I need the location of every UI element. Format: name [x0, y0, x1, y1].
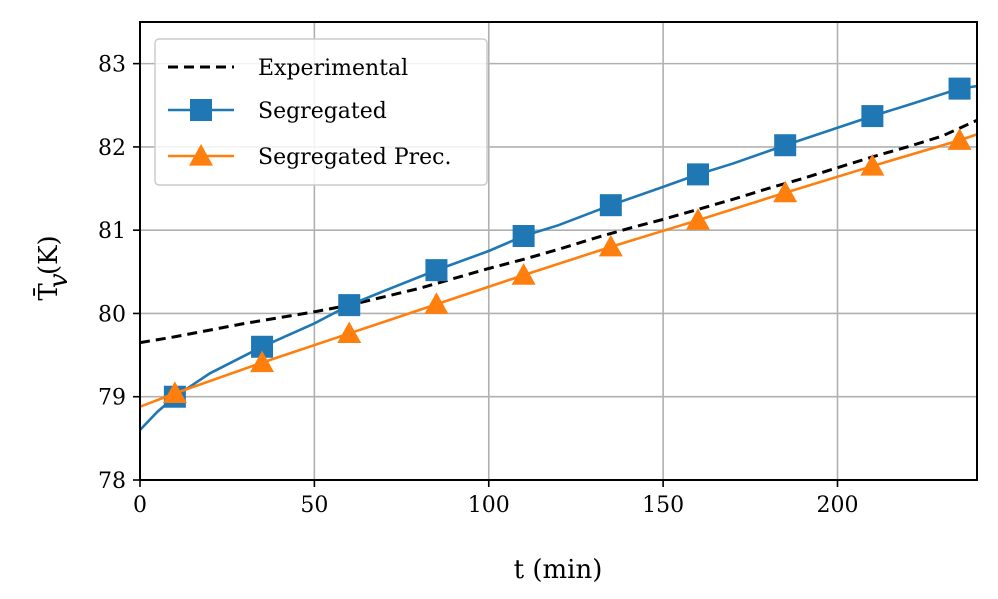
- data-point: [251, 335, 274, 358]
- legend-entry: Segregated Prec.: [258, 145, 452, 170]
- legend-marker: [190, 99, 212, 121]
- data-point: [860, 154, 885, 176]
- data-point: [861, 105, 884, 128]
- x-tick-label: 50: [300, 493, 328, 518]
- y-axis-label: T̄ (K): [32, 235, 64, 300]
- series-line: [140, 133, 977, 408]
- x-tick-label: 150: [642, 493, 684, 518]
- data-point: [599, 194, 622, 217]
- legend-marker: [189, 144, 213, 166]
- axes-frame: [139, 21, 978, 481]
- legend-entry: Segregated: [258, 99, 387, 124]
- y-tick-label: 80: [98, 302, 126, 327]
- y-axis-label-group: T̄ (K) v: [32, 235, 74, 300]
- data-point: [512, 225, 535, 248]
- series-1: [140, 77, 977, 431]
- data-point: [338, 294, 361, 317]
- x-tick-label: 0: [133, 493, 147, 518]
- data-point: [250, 350, 275, 373]
- tick-marks: [133, 62, 839, 487]
- data-point: [424, 292, 449, 314]
- y-tick-label: 83: [98, 53, 126, 78]
- legend-box: [154, 38, 488, 186]
- y-tick-label: 79: [98, 386, 126, 411]
- y-axis-label-main: T̄ (K): [32, 235, 64, 300]
- x-axis-label: t (min): [514, 555, 603, 585]
- x-tick-label: 100: [468, 493, 510, 518]
- data-point: [686, 208, 710, 230]
- x-tick-label: 200: [817, 493, 859, 518]
- data-point: [425, 259, 448, 282]
- legend-entry: Experimental: [258, 56, 408, 81]
- data-point: [687, 163, 709, 186]
- tick-labels: 0 50 100 150 200 78 79 80 81 82 83: [98, 53, 859, 518]
- data-point: [511, 263, 536, 285]
- series-2: [140, 128, 977, 408]
- data-point: [948, 77, 971, 100]
- data-point: [162, 381, 187, 403]
- data-point: [337, 321, 362, 344]
- data-point: [598, 234, 623, 257]
- plot-area: [140, 77, 977, 431]
- legend: Experimental Segregated Segregated Prec.: [154, 38, 488, 186]
- y-tick-label: 81: [98, 219, 126, 244]
- data-point: [947, 128, 972, 150]
- data-point: [773, 180, 798, 203]
- y-axis-label-subscript: v: [44, 273, 74, 288]
- y-tick-label: 78: [98, 469, 126, 494]
- series-line: [140, 84, 977, 431]
- y-tick-label: 82: [98, 136, 126, 161]
- data-point: [774, 134, 797, 157]
